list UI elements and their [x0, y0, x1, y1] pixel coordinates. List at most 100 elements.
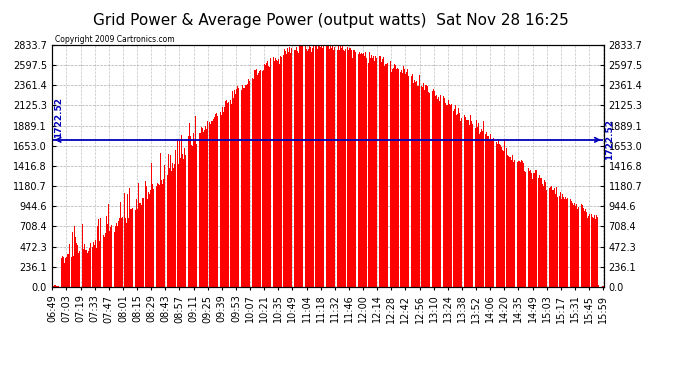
- Bar: [532, 179, 533, 287]
- Bar: [164, 165, 166, 287]
- Bar: [225, 101, 226, 287]
- Bar: [120, 202, 121, 287]
- Bar: [313, 45, 315, 287]
- Bar: [151, 164, 152, 287]
- Bar: [383, 57, 384, 287]
- Bar: [360, 54, 361, 287]
- Bar: [518, 161, 519, 287]
- Bar: [59, 286, 61, 287]
- Bar: [137, 209, 138, 287]
- Bar: [246, 85, 247, 287]
- Bar: [395, 65, 396, 287]
- Bar: [76, 243, 77, 287]
- Bar: [112, 211, 113, 287]
- Bar: [305, 45, 306, 287]
- Bar: [280, 56, 282, 287]
- Bar: [366, 58, 367, 287]
- Bar: [372, 58, 373, 287]
- Bar: [117, 226, 118, 287]
- Bar: [428, 92, 429, 287]
- Bar: [316, 45, 317, 287]
- Bar: [495, 142, 497, 287]
- Bar: [114, 232, 115, 287]
- Bar: [394, 64, 395, 287]
- Bar: [131, 209, 132, 287]
- Bar: [396, 69, 397, 287]
- Bar: [594, 214, 595, 287]
- Bar: [381, 62, 382, 287]
- Bar: [382, 58, 383, 287]
- Bar: [276, 60, 277, 287]
- Bar: [265, 65, 266, 287]
- Bar: [286, 54, 287, 287]
- Bar: [515, 161, 516, 287]
- Bar: [57, 286, 58, 287]
- Bar: [449, 104, 450, 287]
- Bar: [232, 91, 233, 287]
- Bar: [434, 92, 435, 287]
- Bar: [203, 132, 204, 287]
- Bar: [534, 173, 535, 287]
- Bar: [121, 219, 122, 287]
- Bar: [415, 82, 416, 287]
- Bar: [254, 70, 255, 287]
- Bar: [462, 111, 464, 287]
- Bar: [73, 256, 74, 287]
- Bar: [230, 104, 232, 287]
- Bar: [443, 96, 444, 287]
- Bar: [351, 50, 352, 287]
- Bar: [438, 97, 439, 287]
- Bar: [212, 121, 213, 287]
- Bar: [86, 249, 87, 287]
- Bar: [335, 48, 337, 287]
- Bar: [322, 48, 323, 287]
- Bar: [517, 162, 518, 287]
- Bar: [147, 199, 148, 287]
- Bar: [379, 56, 380, 287]
- Bar: [236, 89, 237, 287]
- Bar: [513, 162, 514, 287]
- Bar: [425, 85, 426, 287]
- Bar: [101, 236, 102, 287]
- Bar: [270, 58, 271, 287]
- Bar: [417, 86, 418, 287]
- Bar: [109, 231, 110, 287]
- Bar: [391, 72, 392, 287]
- Bar: [473, 127, 475, 287]
- Bar: [407, 69, 408, 287]
- Bar: [508, 156, 509, 287]
- Bar: [338, 45, 339, 287]
- Bar: [509, 157, 510, 287]
- Bar: [289, 46, 290, 287]
- Bar: [277, 61, 278, 287]
- Bar: [250, 80, 251, 287]
- Bar: [489, 140, 490, 287]
- Bar: [529, 171, 530, 287]
- Bar: [333, 50, 334, 287]
- Bar: [92, 242, 94, 287]
- Bar: [223, 112, 224, 287]
- Bar: [546, 189, 547, 287]
- Bar: [344, 51, 345, 287]
- Bar: [320, 47, 321, 287]
- Bar: [544, 180, 545, 287]
- Bar: [596, 216, 597, 287]
- Bar: [374, 62, 375, 287]
- Bar: [551, 186, 552, 287]
- Bar: [467, 120, 468, 287]
- Bar: [545, 182, 546, 287]
- Bar: [537, 170, 538, 287]
- Bar: [142, 198, 144, 287]
- Bar: [414, 80, 415, 287]
- Bar: [94, 245, 95, 287]
- Bar: [510, 158, 511, 287]
- Bar: [410, 80, 411, 287]
- Bar: [399, 69, 400, 287]
- Bar: [186, 150, 188, 287]
- Bar: [75, 237, 76, 287]
- Bar: [342, 45, 343, 287]
- Bar: [108, 204, 109, 287]
- Bar: [222, 107, 223, 287]
- Bar: [353, 50, 354, 287]
- Bar: [104, 237, 105, 287]
